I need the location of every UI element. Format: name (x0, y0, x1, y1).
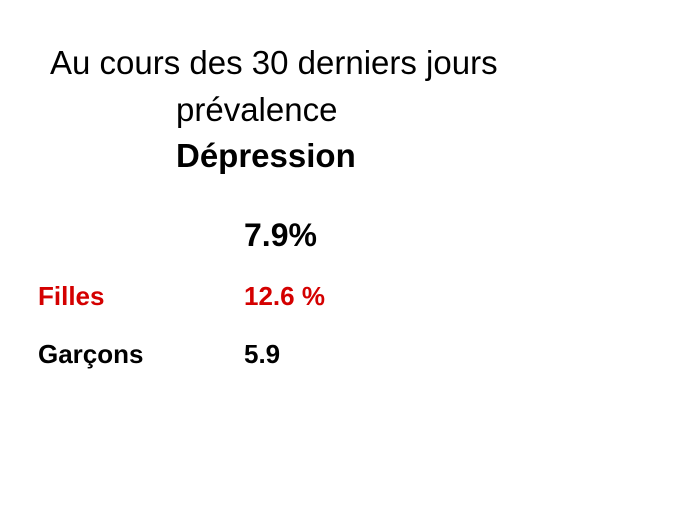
title-line: Au cours des 30 derniers jours (50, 44, 498, 81)
title-line: Dépression (176, 137, 356, 174)
row-value: 5.9 (244, 339, 281, 369)
overall-value: 7.9% (244, 217, 317, 253)
row-label: Garçons (38, 339, 144, 369)
title-line: prévalence (176, 91, 338, 128)
row-label: Filles (38, 281, 105, 311)
row-value: 12.6 % (244, 281, 325, 311)
